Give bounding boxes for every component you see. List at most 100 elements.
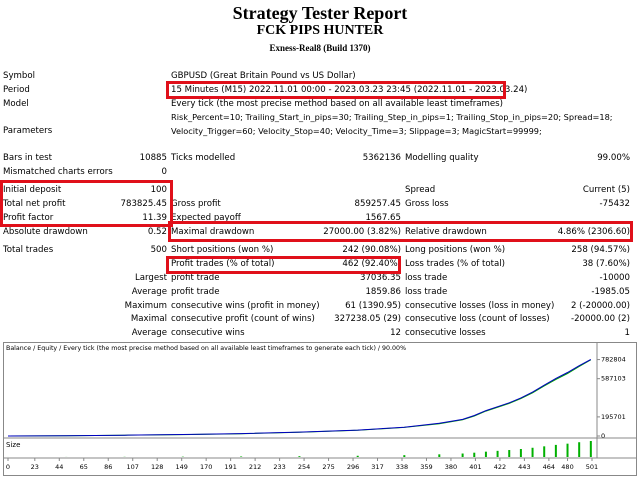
stat-label: Ticks modelled — [171, 153, 236, 163]
stat-value: 462 (92.40%) — [342, 259, 401, 269]
stat-value: 1567.65 — [365, 213, 401, 223]
size-bar — [496, 450, 499, 457]
label: Symbol — [3, 71, 36, 81]
x-tick-label: 128 — [151, 463, 163, 471]
stat-label: Bars in test — [3, 153, 52, 163]
stat-value: 27000.00 (3.82%) — [323, 227, 401, 237]
x-tick-label: 212 — [249, 463, 261, 471]
stat-value: 12 — [390, 328, 401, 338]
y-tick-label: 587103 — [601, 375, 626, 383]
stat-value: 37036.35 — [359, 273, 401, 283]
stat-label: Profit trades (% of total) — [171, 259, 275, 269]
x-tick-label: 401 — [469, 463, 481, 471]
chart-legend: Balance / Equity / Every tick (the most … — [6, 345, 406, 352]
x-tick-label: 170 — [200, 463, 212, 471]
x-tick-label: 107 — [127, 463, 139, 471]
report-title: Strategy Tester Report — [232, 3, 408, 23]
stat-value: -10000 — [599, 273, 630, 283]
stat-label: consecutive loss (count of losses) — [405, 314, 550, 324]
highlight — [166, 81, 506, 99]
stat-value: 242 (90.08%) — [342, 245, 401, 255]
x-tick-label: 149 — [175, 463, 187, 471]
y-tick-label: 0 — [601, 432, 605, 440]
stat-value: Maximum — [124, 301, 167, 311]
stat-label: Expected payoff — [171, 213, 241, 223]
x-tick-label: 338 — [396, 463, 408, 471]
stat-value: 859257.45 — [354, 199, 401, 209]
stat-value: 0.52 — [147, 227, 167, 237]
stat-label: Mismatched charts errors — [3, 167, 113, 177]
stat-label: Long positions (won %) — [405, 245, 506, 255]
stat-label: profit trade — [171, 287, 220, 297]
size-bar — [543, 446, 546, 457]
stat-label: Maximal drawdown — [171, 227, 255, 237]
series-line — [7, 359, 592, 437]
size-bar — [508, 450, 511, 457]
x-tick-label: 254 — [298, 463, 310, 471]
stat-value: Largest — [134, 273, 167, 283]
size-bar — [438, 454, 441, 457]
stat-value: 11.39 — [142, 213, 167, 223]
stat-label: Absolute drawdown — [3, 227, 88, 237]
stat-label: profit trade — [171, 273, 220, 283]
size-bar — [356, 455, 359, 457]
stat-value: -20000.00 (2) — [570, 314, 630, 324]
x-tick-label: 275 — [322, 463, 334, 471]
x-tick-label: 480 — [561, 463, 573, 471]
label: Parameters — [3, 126, 53, 136]
stat-value: Current (5) — [582, 185, 630, 195]
size-bar — [566, 443, 569, 457]
size-bar — [519, 449, 522, 457]
stat-label: consecutive wins (profit in money) — [171, 301, 320, 311]
stat-label: Modelling quality — [405, 153, 479, 163]
stat-label: consecutive wins — [171, 328, 245, 338]
size-bar — [298, 456, 301, 457]
stat-value: -75432 — [599, 199, 630, 209]
highlight — [168, 221, 633, 242]
report-subtitle: FCK PIPS HUNTER — [256, 23, 384, 38]
stat-value: 258 (94.57%) — [571, 245, 630, 255]
stat-value: Average — [131, 328, 167, 338]
stat-value: 1 — [624, 328, 630, 338]
highlight — [166, 256, 401, 274]
stat-label: loss trade — [405, 273, 448, 283]
stat-value: 4.86% (2306.60) — [557, 227, 630, 237]
stat-label: Profit factor — [3, 213, 54, 223]
stat-label: Total net profit — [3, 199, 66, 209]
x-tick-label: 0 — [6, 463, 10, 471]
stat-label: Total trades — [3, 245, 54, 255]
stat-value: 0 — [161, 167, 167, 177]
x-tick-label: 86 — [104, 463, 112, 471]
highlight — [0, 180, 173, 227]
value: 15 Minutes (M15) 2022.11.01 00:00 - 2023… — [171, 85, 528, 95]
stat-label: Relative drawdown — [405, 227, 487, 237]
x-tick-label: 65 — [80, 463, 88, 471]
stat-value: -1985.05 — [591, 287, 630, 297]
stat-value: 5362136 — [362, 153, 401, 163]
x-tick-label: 501 — [586, 463, 598, 471]
stat-label: consecutive losses — [405, 328, 486, 338]
stat-value: 2 (-20000.00) — [570, 301, 630, 311]
x-tick-label: 23 — [31, 463, 39, 471]
stat-value: 100 — [150, 185, 167, 195]
size-bar — [484, 451, 487, 457]
stat-label: consecutive losses (loss in money) — [405, 301, 555, 311]
x-tick-label: 317 — [371, 463, 383, 471]
x-tick-label: 359 — [420, 463, 432, 471]
stat-label: Short positions (won %) — [171, 245, 274, 255]
x-tick-label: 44 — [55, 463, 63, 471]
size-bar — [554, 444, 557, 457]
size-bar — [578, 442, 581, 457]
stat-label: Gross loss — [405, 199, 449, 209]
size-label: Size — [6, 441, 20, 449]
stat-value: 38 (7.60%) — [582, 259, 630, 269]
size-bar — [531, 447, 534, 457]
value: Every tick (the most precise method base… — [171, 99, 504, 109]
stat-label: Gross profit — [171, 199, 221, 209]
stat-value: 61 (1390.95) — [345, 301, 401, 311]
stat-value: 99.00% — [597, 153, 630, 163]
chart-frame — [3, 342, 637, 476]
x-tick-label: 296 — [347, 463, 359, 471]
size-bar — [461, 453, 464, 457]
